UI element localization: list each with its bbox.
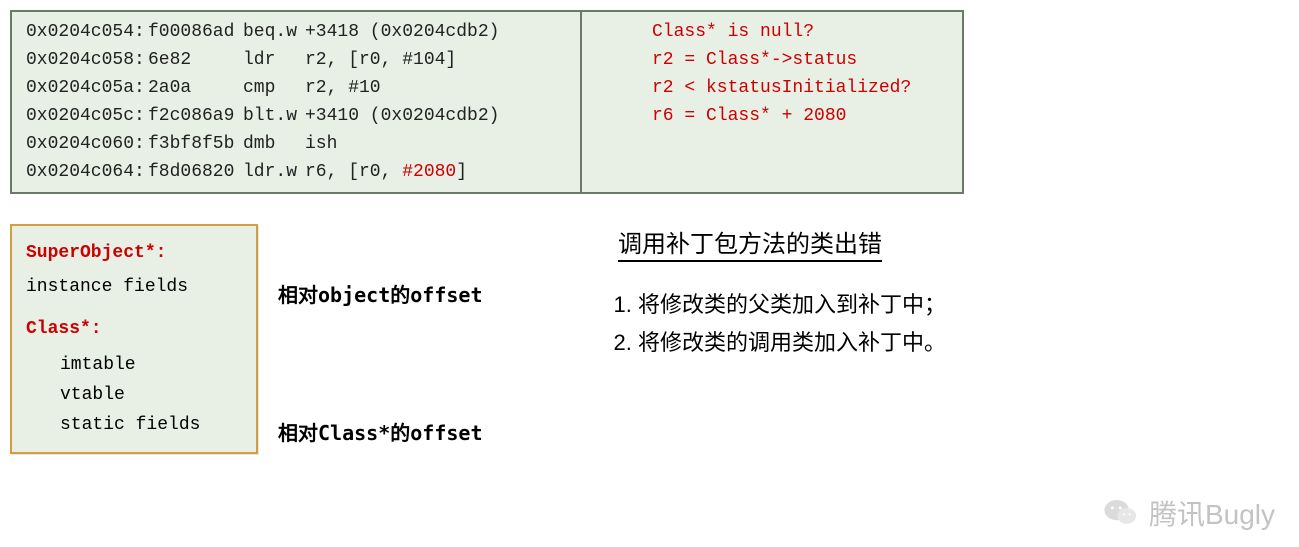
imtable-label: imtable xyxy=(26,350,246,380)
offset-to-object: 相对object的offset xyxy=(278,278,558,312)
asm-addr: 0x0204c05a: xyxy=(26,74,148,102)
asm-mnemonic: beq.w xyxy=(243,18,305,46)
asm-addr: 0x0204c058: xyxy=(26,46,148,74)
list-item: 将修改类的调用类加入补丁中。 xyxy=(638,325,1289,361)
asm-operands: r2, [r0, #104] xyxy=(305,46,570,74)
asm-mnemonic: ldr xyxy=(243,46,305,74)
asm-bytes: f3bf8f5b xyxy=(148,130,243,158)
asm-addr: 0x0204c060: xyxy=(26,130,148,158)
assembly-comment-column: Class* is null? r2 = Class*->status r2 <… xyxy=(582,12,962,192)
offset-annotations: 相对object的offset 相对Class*的offset xyxy=(278,224,558,454)
asm-bytes: 6e82 xyxy=(148,46,243,74)
vtable-label: vtable xyxy=(26,380,246,410)
asm-bytes: 2a0a xyxy=(148,74,243,102)
explanation-title: 调用补丁包方法的类出错 xyxy=(618,224,1289,259)
asm-operands: ish xyxy=(305,130,570,158)
explanation-section: 调用补丁包方法的类出错 将修改类的父类加入到补丁中； 将修改类的调用类加入补丁中… xyxy=(578,224,1289,454)
asm-addr: 0x0204c05c: xyxy=(26,102,148,130)
asm-row: 0x0204c060:f3bf8f5bdmbish xyxy=(26,130,570,158)
asm-operands: r6, [r0, #2080] xyxy=(305,158,570,186)
memory-layout-box: SuperObject*: instance fields Class*: im… xyxy=(10,224,258,454)
list-item: 将修改类的父类加入到补丁中； xyxy=(638,287,1289,323)
asm-operands: +3418 (0x0204cdb2) xyxy=(305,18,570,46)
asm-row: 0x0204c064:f8d06820ldr.wr6, [r0, #2080] xyxy=(26,158,570,186)
asm-row: 0x0204c054:f00086adbeq.w+3418 (0x0204cdb… xyxy=(26,18,570,46)
asm-addr: 0x0204c054: xyxy=(26,18,148,46)
watermark-text: 腾讯Bugly xyxy=(1149,493,1275,533)
static-fields-label: static fields xyxy=(26,410,246,440)
offset-to-class: 相对Class*的offset xyxy=(278,416,558,450)
explanation-list: 将修改类的父类加入到补丁中； 将修改类的调用类加入补丁中。 xyxy=(618,287,1289,361)
asm-note: r2 = Class*->status xyxy=(592,46,952,74)
assembly-code-column: 0x0204c054:f00086adbeq.w+3418 (0x0204cdb… xyxy=(12,12,582,192)
class-header: Class*: xyxy=(26,312,246,346)
asm-note: Class* is null? xyxy=(592,18,952,46)
watermark: 腾讯Bugly xyxy=(1103,493,1275,533)
instance-fields-label: instance fields xyxy=(26,270,246,304)
asm-mnemonic: dmb xyxy=(243,130,305,158)
asm-note: r2 < kstatusInitialized? xyxy=(592,74,952,102)
asm-operands: r2, #10 xyxy=(305,74,570,102)
asm-mnemonic: blt.w xyxy=(243,102,305,130)
assembly-table: 0x0204c054:f00086adbeq.w+3418 (0x0204cdb… xyxy=(10,10,964,194)
asm-bytes: f00086ad xyxy=(148,18,243,46)
asm-addr: 0x0204c064: xyxy=(26,158,148,186)
asm-row: 0x0204c05a:2a0acmpr2, #10 xyxy=(26,74,570,102)
asm-bytes: f8d06820 xyxy=(148,158,243,186)
asm-row: 0x0204c05c:f2c086a9blt.w+3410 (0x0204cdb… xyxy=(26,102,570,130)
wechat-icon xyxy=(1103,495,1139,531)
asm-mnemonic: cmp xyxy=(243,74,305,102)
lower-section: SuperObject*: instance fields Class*: im… xyxy=(10,224,1289,454)
super-object-header: SuperObject*: xyxy=(26,236,246,270)
asm-row: 0x0204c058:6e82ldrr2, [r0, #104] xyxy=(26,46,570,74)
asm-note: r6 = Class* + 2080 xyxy=(592,102,952,130)
asm-operands: +3410 (0x0204cdb2) xyxy=(305,102,570,130)
asm-mnemonic: ldr.w xyxy=(243,158,305,186)
asm-bytes: f2c086a9 xyxy=(148,102,243,130)
